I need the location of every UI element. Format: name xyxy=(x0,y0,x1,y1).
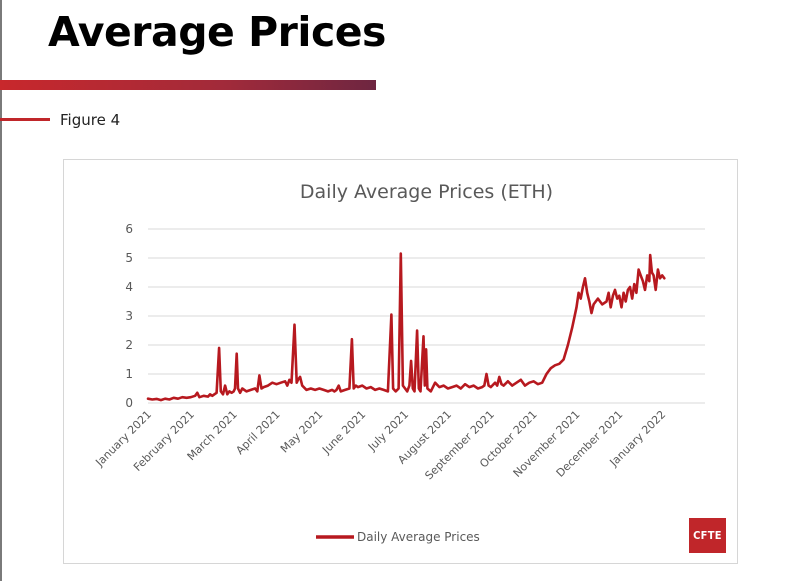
y-tick-label: 3 xyxy=(125,309,133,323)
x-tick-label: May 2021 xyxy=(278,408,326,456)
y-tick-label: 5 xyxy=(125,251,133,265)
y-tick-label: 6 xyxy=(125,222,133,236)
chart-title: Daily Average Prices (ETH) xyxy=(300,181,553,203)
line-chart: Daily Average Prices (ETH)0123456January… xyxy=(92,181,705,544)
cfte-logo: CFTE xyxy=(689,518,726,553)
legend-label: Daily Average Prices xyxy=(357,530,480,544)
x-tick-label: April 2021 xyxy=(233,408,282,457)
figure-label: Figure 4 xyxy=(60,111,121,129)
x-tick-label: June 2021 xyxy=(319,408,368,457)
y-tick-label: 0 xyxy=(125,396,133,410)
figure-label-rule xyxy=(0,118,50,121)
title-accent-bar xyxy=(0,80,376,90)
left-edge-rule xyxy=(0,0,2,581)
y-tick-label: 2 xyxy=(125,338,133,352)
y-tick-label: 1 xyxy=(125,367,133,381)
chart-frame: Daily Average Prices (ETH) 0 1 2 3 4 5 6 January… xyxy=(63,159,738,564)
series-line-daily-average-prices xyxy=(146,252,666,402)
y-tick-label: 4 xyxy=(125,280,133,294)
page-title: Average Prices xyxy=(48,8,386,56)
